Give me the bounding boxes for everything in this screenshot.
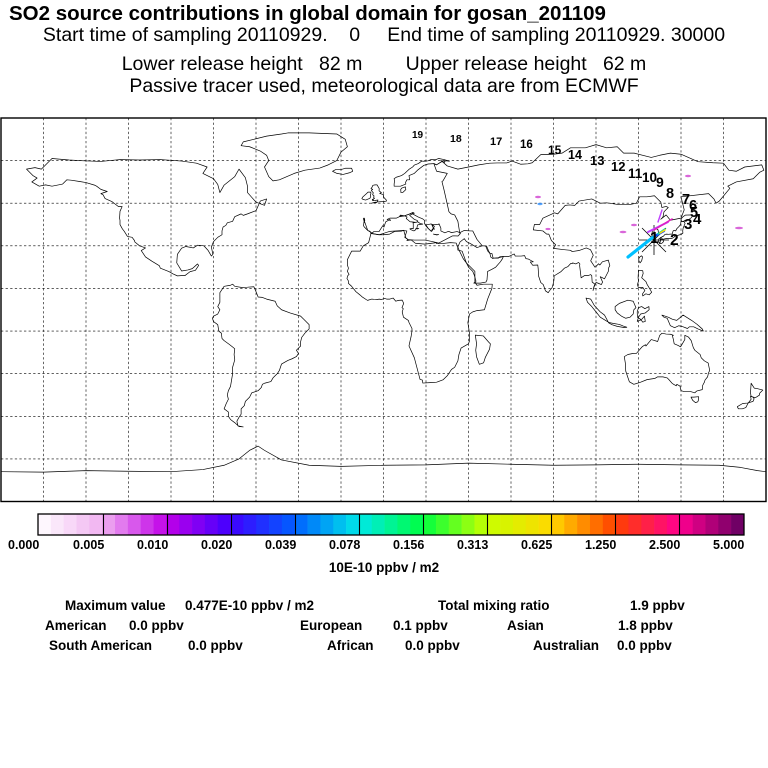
svg-text:11: 11 (628, 166, 643, 181)
svg-text:14: 14 (568, 148, 582, 162)
svg-text:15: 15 (548, 143, 562, 157)
svg-text:17: 17 (490, 136, 502, 148)
svg-text:16: 16 (520, 139, 533, 151)
svg-text:10: 10 (642, 170, 657, 185)
svg-text:2: 2 (670, 232, 679, 249)
svg-text:1: 1 (650, 230, 659, 247)
svg-text:4: 4 (693, 211, 702, 228)
svg-text:19: 19 (412, 130, 424, 141)
svg-text:12: 12 (611, 159, 625, 174)
svg-text:9: 9 (656, 174, 664, 190)
svg-text:3: 3 (684, 216, 692, 233)
svg-text:8: 8 (666, 186, 674, 202)
svg-text:18: 18 (450, 133, 462, 145)
svg-text:13: 13 (590, 153, 604, 168)
